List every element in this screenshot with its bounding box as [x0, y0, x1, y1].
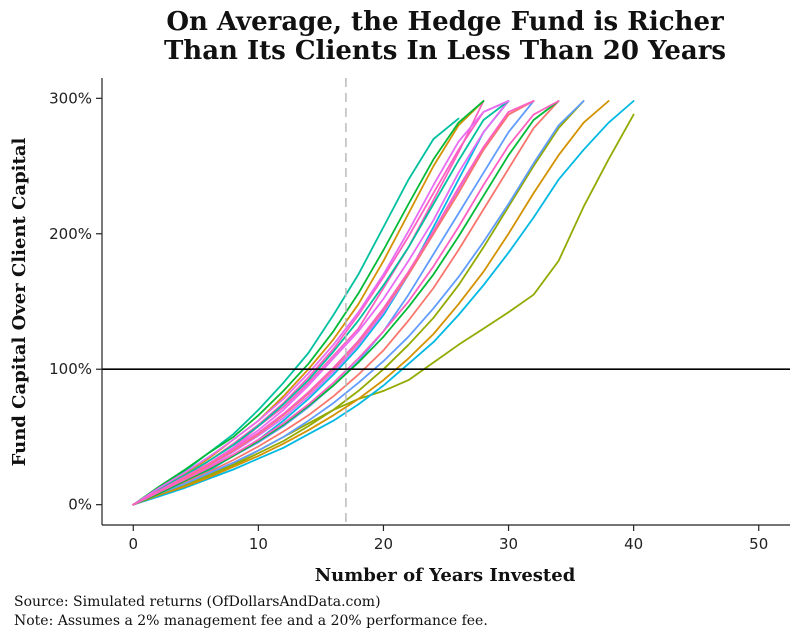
assumption-note: Note: Assumes a 2% management fee and a … — [14, 613, 488, 629]
simulation-path-3 — [132, 113, 635, 506]
x-tick-label: 20 — [374, 535, 393, 553]
x-tick-label: 30 — [499, 535, 518, 553]
y-axis-ticks: 0% 100% 200% 300% — [49, 89, 102, 514]
simulation-path-14 — [132, 100, 610, 506]
x-tick-label: 10 — [249, 535, 268, 553]
x-axis-ticks: 0 10 20 30 40 50 — [128, 525, 768, 553]
simulation-path-18 — [132, 100, 560, 506]
simulation-path-4 — [132, 100, 485, 506]
chart-title-line-1: On Average, the Hedge Fund is Richer — [166, 7, 724, 37]
x-tick-label: 40 — [624, 535, 643, 553]
simulation-path-10 — [132, 100, 585, 506]
simulation-path-15 — [132, 100, 510, 506]
simulation-path-16 — [132, 100, 585, 506]
x-axis-title: Number of Years Invested — [315, 565, 576, 586]
y-tick-label: 200% — [49, 225, 92, 243]
simulation-path-1 — [132, 100, 485, 506]
y-tick-label: 0% — [68, 496, 92, 514]
plot-area — [102, 78, 790, 525]
simulation-path-5 — [132, 117, 460, 506]
chart-title-line-2: Than Its Clients In Less Than 20 Years — [164, 36, 726, 66]
x-tick-label: 0 — [128, 535, 138, 553]
simulation-path-12 — [132, 100, 635, 506]
simulation-path-21 — [132, 100, 535, 506]
y-axis-title: Fund Capital Over Client Capital — [9, 138, 30, 467]
y-tick-label: 100% — [49, 360, 92, 378]
simulation-path-9 — [132, 100, 485, 506]
x-tick-label: 50 — [749, 535, 768, 553]
y-tick-label: 300% — [49, 89, 92, 107]
source-note: Source: Simulated returns (OfDollarsAndD… — [14, 594, 381, 610]
simulation-path-13 — [132, 100, 510, 506]
simulation-path-19 — [132, 100, 510, 506]
